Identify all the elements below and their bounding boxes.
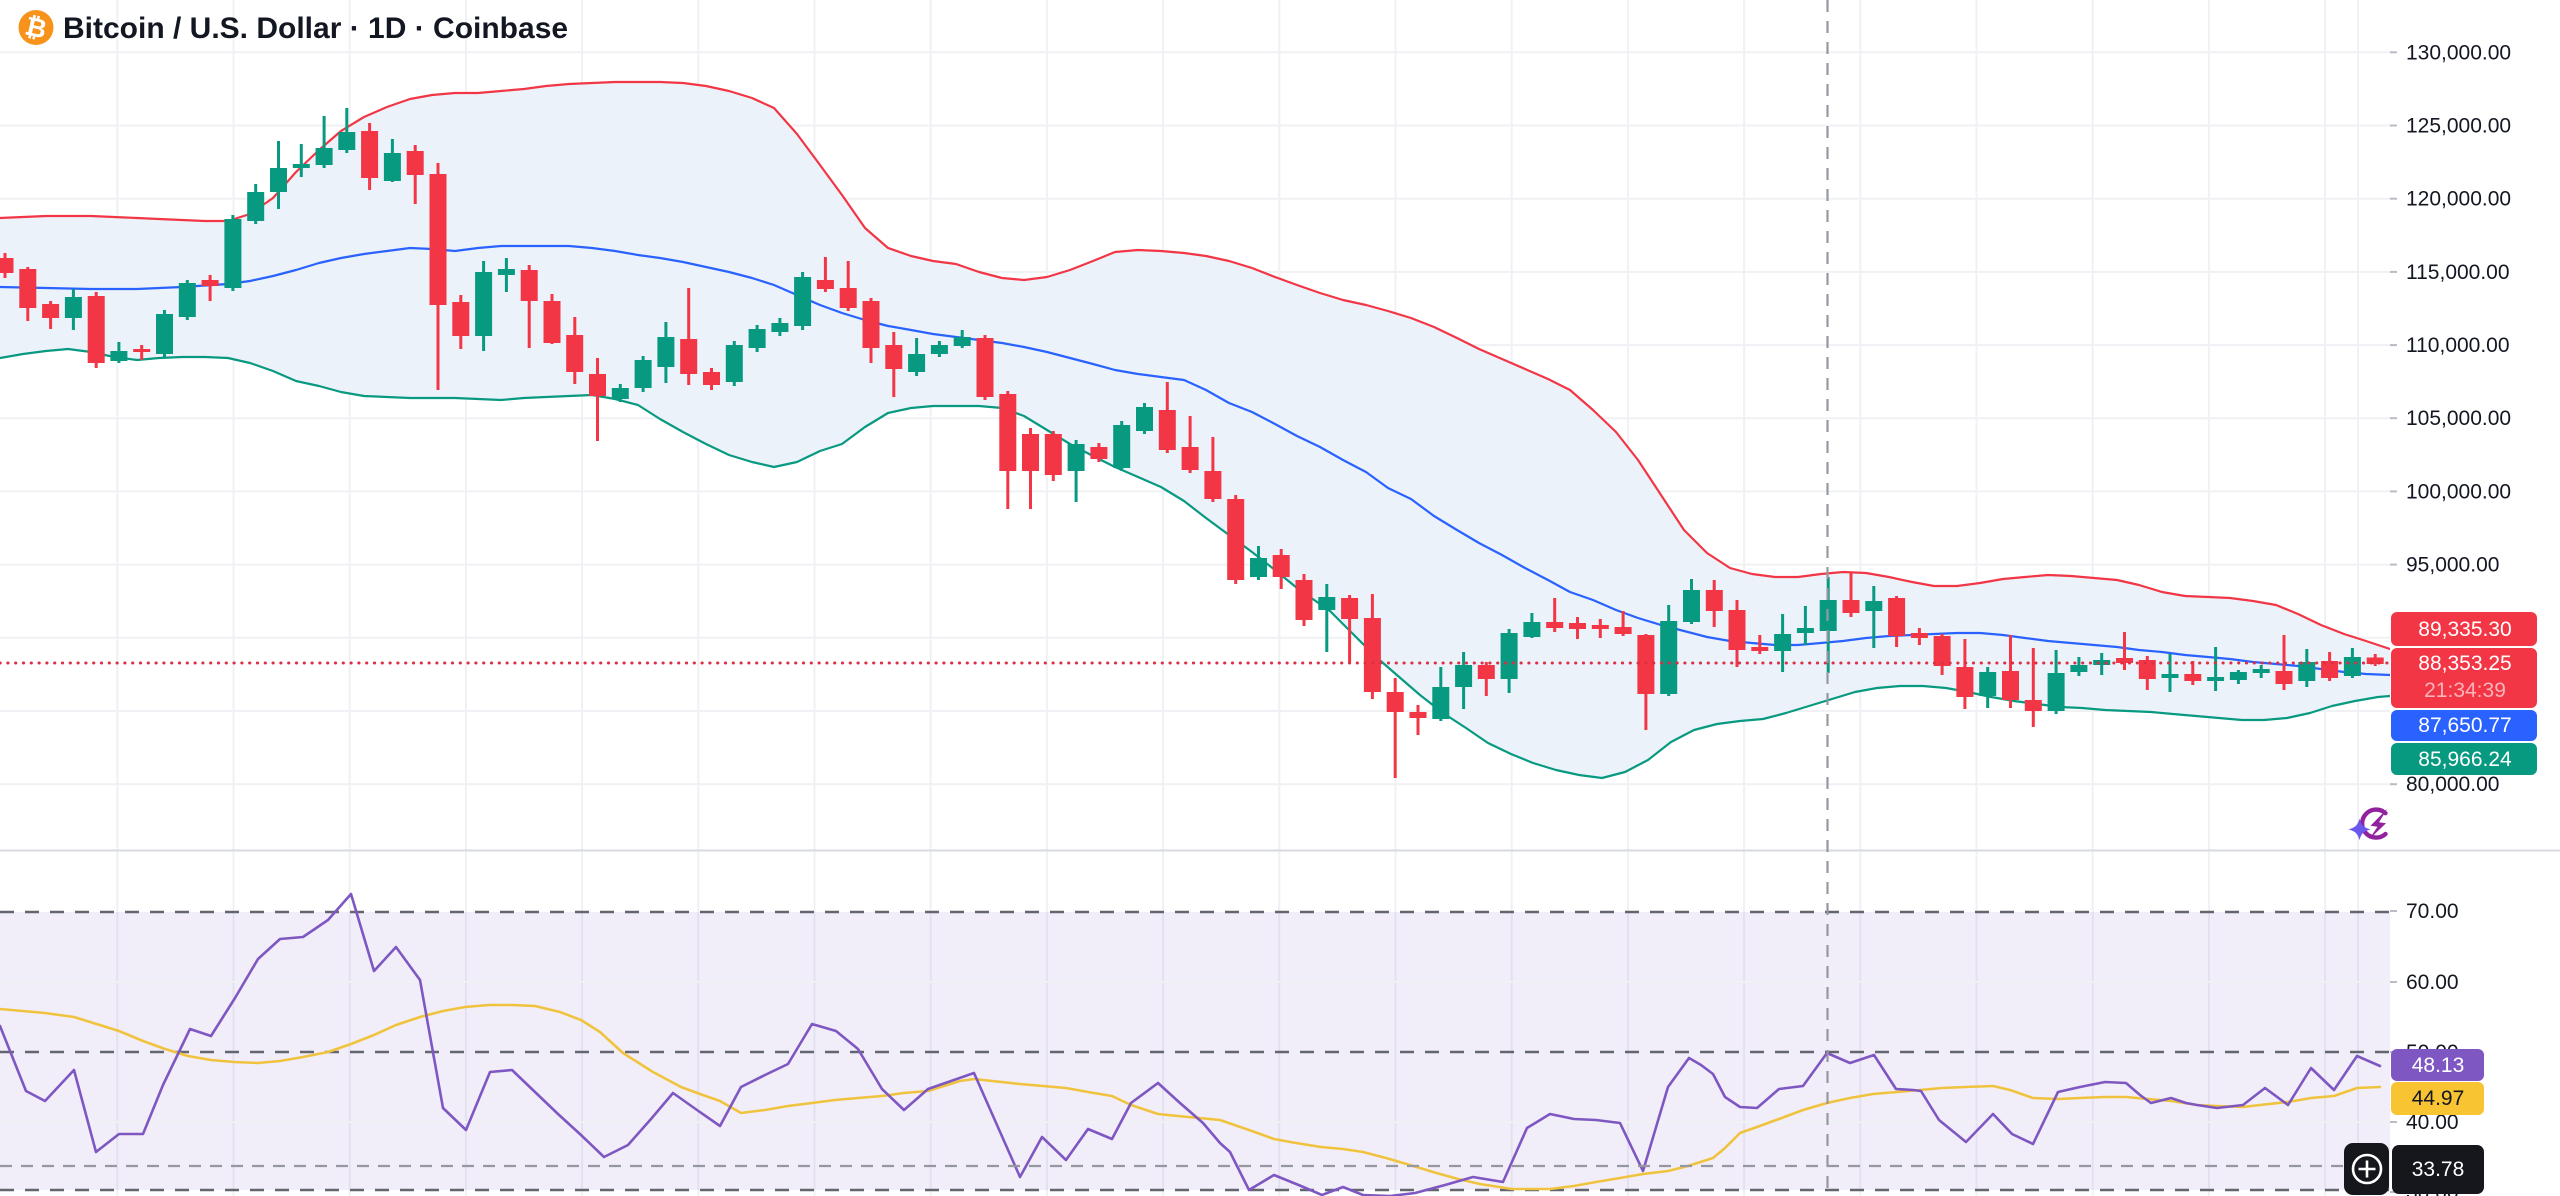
svg-text:88,353.25: 88,353.25	[2418, 652, 2511, 675]
svg-text:125,000.00: 125,000.00	[2406, 115, 2511, 138]
svg-text:Bitcoin / U.S. Dollar · 1D · C: Bitcoin / U.S. Dollar · 1D · Coinbase	[63, 12, 568, 45]
svg-text:48.13: 48.13	[2412, 1054, 2465, 1077]
svg-text:40.00: 40.00	[2406, 1111, 2459, 1134]
svg-text:110,000.00: 110,000.00	[2406, 334, 2510, 357]
svg-text:44.97: 44.97	[2412, 1087, 2465, 1110]
svg-text:80,000.00: 80,000.00	[2406, 773, 2499, 796]
svg-text:95,000.00: 95,000.00	[2406, 554, 2499, 577]
svg-text:120,000.00: 120,000.00	[2406, 188, 2511, 211]
svg-text:100,000.00: 100,000.00	[2406, 480, 2511, 503]
svg-text:33.78: 33.78	[2412, 1158, 2465, 1181]
svg-text:21:34:39: 21:34:39	[2424, 679, 2506, 702]
svg-text:105,000.00: 105,000.00	[2406, 407, 2511, 430]
svg-text:130,000.00: 130,000.00	[2406, 41, 2511, 64]
svg-text:85,966.24: 85,966.24	[2418, 748, 2512, 771]
svg-text:89,335.30: 89,335.30	[2418, 618, 2511, 641]
svg-text:70.00: 70.00	[2406, 900, 2459, 923]
svg-text:60.00: 60.00	[2406, 971, 2459, 994]
svg-text:87,650.77: 87,650.77	[2418, 714, 2511, 737]
svg-text:115,000.00: 115,000.00	[2406, 261, 2510, 284]
